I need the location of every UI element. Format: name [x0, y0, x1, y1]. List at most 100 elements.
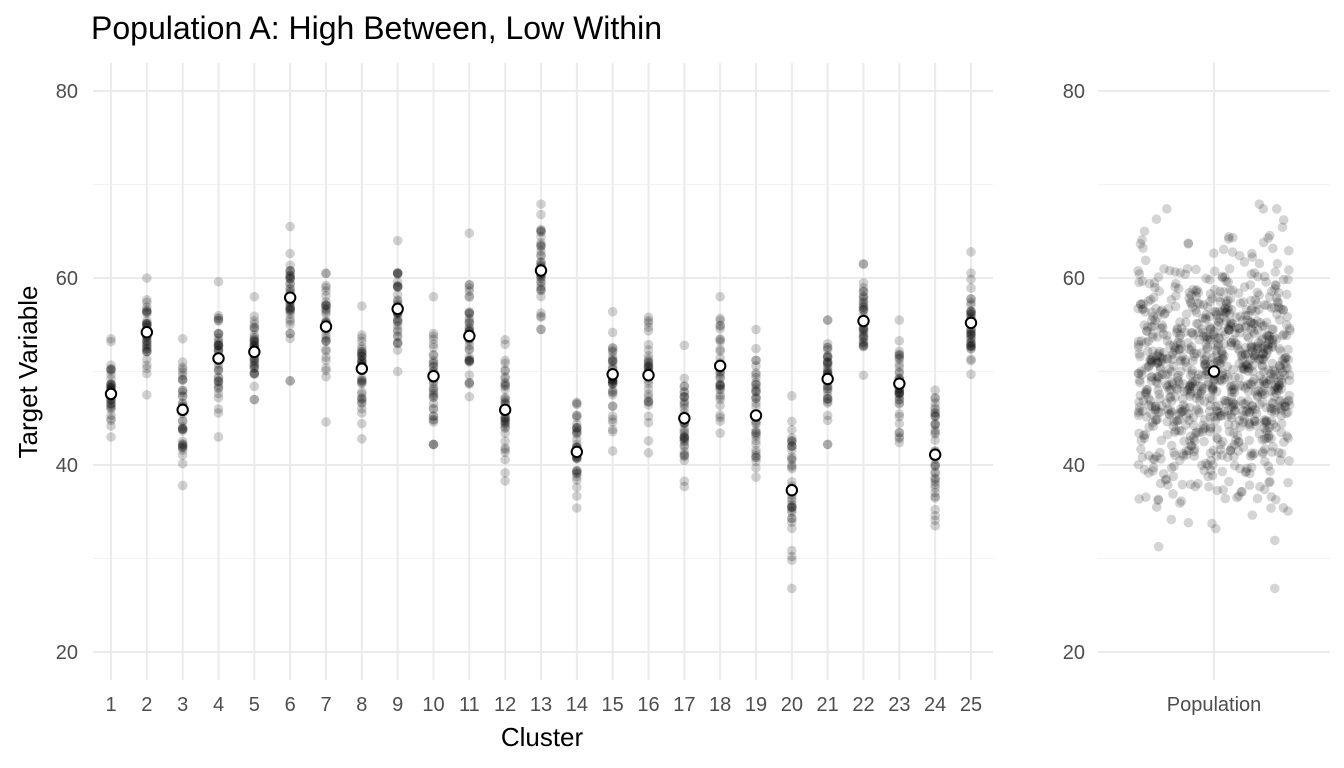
cluster-point	[106, 380, 116, 390]
cluster-point	[715, 392, 725, 402]
population-point	[1244, 419, 1255, 430]
cluster-point	[858, 305, 869, 316]
population-point	[1171, 425, 1181, 436]
population-point	[1246, 342, 1256, 353]
population-point	[1273, 383, 1283, 393]
cluster-point	[285, 221, 295, 232]
cluster-point	[966, 340, 976, 351]
population-point	[1133, 339, 1144, 350]
population-point	[1223, 419, 1234, 430]
cluster-point	[787, 452, 797, 462]
cluster-point	[285, 302, 295, 313]
population-point	[1246, 323, 1257, 334]
cluster-point	[822, 394, 833, 404]
cluster-point	[715, 344, 725, 355]
x-tick-label: 20	[781, 694, 803, 716]
x-tick-label: 4	[213, 694, 224, 716]
cluster-point	[966, 341, 976, 352]
cluster-point	[822, 315, 833, 325]
population-point	[1183, 517, 1194, 528]
population-point	[1254, 355, 1265, 365]
cluster-point	[822, 391, 833, 401]
cluster-point	[715, 378, 725, 389]
population-point	[1180, 403, 1190, 413]
population-point	[1245, 378, 1256, 389]
cluster-point	[858, 304, 869, 315]
population-point	[1193, 298, 1203, 309]
cluster-point	[106, 379, 116, 389]
cluster-point	[464, 316, 475, 326]
population-point	[1170, 427, 1180, 437]
population-point	[1183, 445, 1194, 456]
population-point	[1262, 378, 1272, 389]
cluster-point	[858, 297, 869, 308]
population-point	[1164, 340, 1175, 350]
cluster-point	[787, 523, 797, 534]
population-point	[1226, 410, 1236, 420]
population-point	[1226, 304, 1237, 315]
cluster-point	[679, 441, 690, 452]
cluster-mean-point	[248, 345, 261, 359]
cluster-point	[572, 475, 582, 485]
population-point	[1263, 432, 1274, 443]
population-point	[1229, 384, 1239, 395]
cluster-point	[285, 260, 295, 271]
cluster-point	[822, 386, 833, 397]
cluster-point	[321, 336, 331, 346]
population-point	[1235, 311, 1246, 321]
cluster-point	[930, 479, 940, 490]
population-point	[1217, 349, 1228, 360]
cluster-point	[106, 374, 116, 384]
cluster-point	[392, 280, 403, 291]
cluster-point	[500, 395, 510, 406]
cluster-point	[392, 277, 403, 287]
cluster-point	[679, 451, 690, 462]
population-point	[1153, 348, 1164, 359]
population-point	[1234, 373, 1244, 383]
cluster-point	[464, 280, 475, 290]
population-point	[1271, 494, 1281, 505]
population-point	[1239, 414, 1250, 424]
cluster-point	[751, 448, 761, 458]
population-point	[1214, 333, 1224, 344]
cluster-point	[392, 316, 403, 326]
population-point	[1243, 366, 1253, 377]
cluster-point	[536, 250, 546, 261]
cluster-point	[142, 318, 152, 329]
population-point	[1187, 368, 1198, 379]
cluster-point	[106, 404, 116, 415]
population-point	[1184, 402, 1195, 413]
cluster-point	[428, 331, 439, 342]
population-point	[1178, 379, 1188, 389]
population-point	[1164, 409, 1174, 419]
cluster-point	[142, 335, 152, 346]
cluster-point	[751, 393, 761, 404]
cluster-point	[643, 356, 654, 366]
population-point	[1199, 396, 1210, 407]
cluster-point	[751, 401, 761, 412]
population-point	[1196, 386, 1207, 396]
cluster-point	[607, 306, 618, 317]
population-point	[1265, 476, 1275, 487]
y-tick-label: 60	[56, 268, 78, 290]
cluster-point	[894, 427, 905, 438]
population-point	[1204, 274, 1215, 285]
population-point	[1155, 306, 1166, 317]
population-point	[1210, 340, 1221, 351]
population-point	[1219, 374, 1230, 384]
population-point	[1134, 428, 1144, 439]
population-point	[1254, 399, 1265, 410]
cluster-point	[751, 456, 761, 467]
population-point	[1253, 337, 1264, 348]
cluster-point	[894, 315, 905, 325]
cluster-point	[500, 468, 510, 478]
population-point	[1175, 407, 1186, 418]
cluster-point	[572, 503, 582, 513]
cluster-point	[643, 448, 654, 458]
cluster-point	[607, 356, 618, 366]
population-point	[1166, 294, 1177, 305]
population-point	[1257, 354, 1268, 364]
population-point	[1242, 379, 1253, 390]
cluster-point	[787, 503, 797, 513]
cluster-point	[213, 404, 224, 414]
